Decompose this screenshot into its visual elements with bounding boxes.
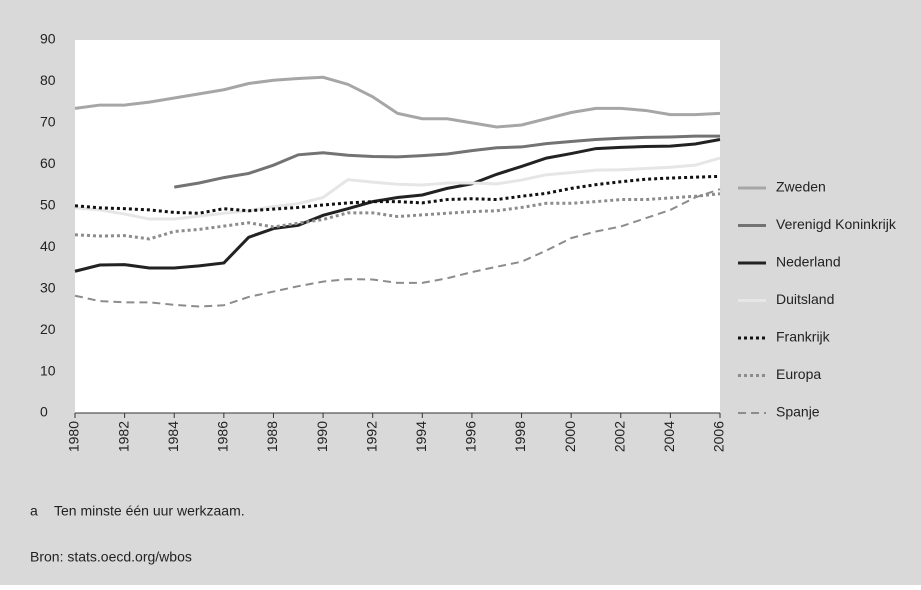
y-tick-label: 30 (40, 279, 56, 295)
x-tick-label: 2000 (562, 421, 578, 452)
plot-area (75, 40, 720, 413)
y-tick-label: 10 (40, 362, 56, 378)
source: Bron: stats.oecd.org/wbos (30, 549, 192, 565)
x-tick-label: 1988 (264, 421, 280, 452)
x-tick-label: 2002 (611, 421, 627, 452)
legend-label: Europa (776, 366, 821, 382)
y-tick-label: 80 (40, 72, 56, 88)
legend-label: Nederland (776, 254, 841, 270)
y-tick-label: 90 (40, 31, 56, 47)
x-tick-label: 2006 (711, 421, 727, 452)
legend-label: Zweden (776, 179, 826, 195)
legend-label: Duitsland (776, 291, 834, 307)
x-tick-label: 1998 (512, 421, 528, 452)
x-tick-label: 1990 (314, 421, 330, 452)
series-line (74, 192, 721, 241)
x-tick-label: 1982 (115, 421, 131, 452)
legend-label: Frankrijk (776, 329, 831, 345)
y-tick-label: 70 (40, 114, 56, 130)
x-tick-label: 1986 (215, 421, 231, 452)
x-tick-label: 1984 (165, 421, 181, 452)
legend-label: Spanje (776, 404, 820, 420)
series-line (173, 134, 720, 189)
series-line (74, 174, 721, 215)
footnote-marker: a (30, 503, 38, 519)
y-tick-label: 20 (40, 321, 56, 337)
x-tick-label: 2004 (661, 421, 677, 452)
x-tick-label: 1996 (463, 421, 479, 452)
footnote: Ten minste één uur werkzaam. (54, 503, 245, 519)
series-line (74, 137, 721, 273)
x-tick-label: 1994 (413, 421, 429, 452)
x-tick-label: 1992 (363, 421, 379, 452)
y-tick-label: 40 (40, 238, 56, 254)
series-line (74, 75, 721, 129)
series-line (74, 156, 721, 221)
y-tick-label: 50 (40, 196, 56, 212)
y-tick-label: 0 (40, 404, 48, 420)
x-tick-label: 1980 (66, 421, 82, 452)
y-tick-label: 60 (40, 155, 56, 171)
legend-label: Verenigd Koninkrijk (776, 216, 897, 232)
series-line (74, 188, 721, 308)
